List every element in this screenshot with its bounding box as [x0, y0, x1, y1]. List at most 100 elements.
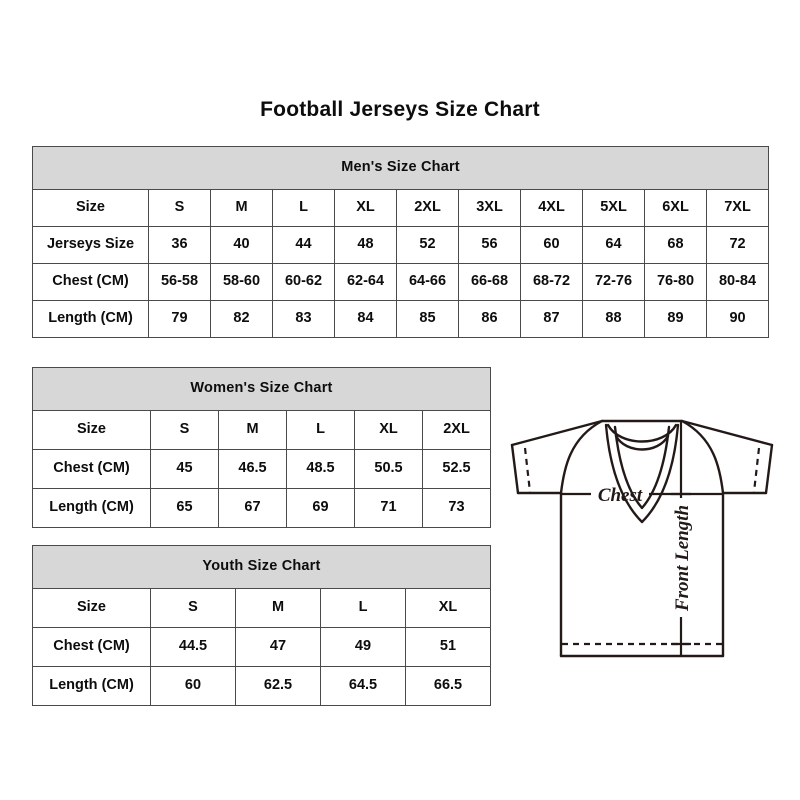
column-header-l: L	[272, 189, 335, 227]
womens-size-chart-table: Women's Size Chart Size S M L XL 2XL Che…	[32, 367, 491, 528]
cell: 86	[458, 300, 521, 338]
column-header-s: S	[150, 588, 236, 628]
column-header-xl: XL	[354, 410, 423, 450]
cell: 56-58	[148, 263, 211, 301]
table-row: Chest (CM) 44.5 47 49 51	[32, 627, 491, 667]
column-header-xl: XL	[334, 189, 397, 227]
womens-table-caption: Women's Size Chart	[32, 367, 491, 411]
table-header-row: Size S M L XL 2XL 3XL 4XL 5XL 6XL 7XL	[32, 189, 770, 227]
cell: 44.5	[150, 627, 236, 667]
column-header-7xl: 7XL	[705, 189, 770, 227]
neckline-ribbing-arc-inner	[614, 434, 670, 451]
v-neck-inner-collar	[613, 425, 671, 510]
cell: 62-64	[334, 263, 397, 301]
jersey-outline-svg: Chest Front Length	[510, 419, 774, 658]
right-sleeve-outer-edge	[764, 443, 774, 495]
cell: 84	[334, 300, 397, 338]
row-label-length-cm: Length (CM)	[32, 488, 151, 528]
cell: 47	[235, 627, 321, 667]
cell: 49	[320, 627, 406, 667]
cell: 58-60	[210, 263, 273, 301]
cell: 65	[150, 488, 219, 528]
column-header-4xl: 4XL	[520, 189, 583, 227]
chest-label: Chest	[598, 485, 643, 506]
jersey-measurement-diagram: Chest Front Length	[498, 398, 786, 688]
row-label-jerseys-size: Jerseys Size	[32, 226, 149, 264]
cell: 50.5	[354, 449, 423, 489]
column-header-xl: XL	[405, 588, 491, 628]
cell: 64	[582, 226, 645, 264]
cell: 90	[705, 300, 770, 338]
left-armhole-curve	[559, 419, 604, 495]
cell: 60	[150, 666, 236, 706]
cell: 73	[422, 488, 491, 528]
row-label-chest-cm: Chest (CM)	[32, 627, 151, 667]
table-caption-row: Men's Size Chart	[31, 146, 770, 190]
cell: 72-76	[582, 263, 645, 301]
column-header-l: L	[320, 588, 406, 628]
cell: 48	[334, 226, 397, 264]
cell: 89	[644, 300, 707, 338]
left-sleeve-outer-edge	[510, 443, 520, 495]
row-label-chest-cm: Chest (CM)	[32, 449, 151, 489]
cell: 40	[210, 226, 273, 264]
cell: 48.5	[286, 449, 355, 489]
table-header-row: Size S M L XL	[32, 588, 491, 628]
table-row: Length (CM) 79 82 83 84 85 86 87 88 89 9…	[32, 300, 770, 338]
table-row: Chest (CM) 56-58 58-60 60-62 62-64 64-66…	[32, 263, 770, 301]
column-header-3xl: 3XL	[458, 189, 521, 227]
table-row: Length (CM) 65 67 69 71 73	[32, 488, 491, 528]
cell: 52	[396, 226, 459, 264]
table-header-row: Size S M L XL 2XL	[32, 410, 491, 450]
stitch-dashed-lines	[523, 447, 761, 646]
column-header-m: M	[235, 588, 321, 628]
right-armhole-curve	[680, 419, 725, 495]
cell: 85	[396, 300, 459, 338]
left-sleeve-stitch-dashed	[523, 447, 532, 493]
column-header-2xl: 2XL	[396, 189, 459, 227]
cell: 60	[520, 226, 583, 264]
left-shoulder-line	[510, 419, 604, 447]
table-row: Length (CM) 60 62.5 64.5 66.5	[32, 666, 491, 706]
cell: 79	[148, 300, 211, 338]
cell: 66.5	[405, 666, 491, 706]
cell: 51	[405, 627, 491, 667]
table-row: Jerseys Size 36 40 44 48 52 56 60 64 68 …	[32, 226, 770, 264]
column-header-s: S	[150, 410, 219, 450]
cell: 66-68	[458, 263, 521, 301]
column-header-size: Size	[32, 189, 149, 227]
cell: 80-84	[705, 263, 770, 301]
neckline-ribbing-arc-outer	[606, 423, 678, 443]
cell: 68	[644, 226, 707, 264]
jersey-body-outline	[510, 419, 774, 658]
column-header-6xl: 6XL	[644, 189, 707, 227]
cell: 82	[210, 300, 273, 338]
column-header-size: Size	[32, 410, 151, 450]
row-label-length-cm: Length (CM)	[32, 666, 151, 706]
table-caption-row: Youth Size Chart	[32, 545, 491, 589]
cell: 45	[150, 449, 219, 489]
column-header-size: Size	[32, 588, 151, 628]
table-caption-row: Women's Size Chart	[32, 367, 491, 411]
column-header-s: S	[148, 189, 211, 227]
cell: 46.5	[218, 449, 287, 489]
cell: 69	[286, 488, 355, 528]
cell: 76-80	[644, 263, 707, 301]
cell: 88	[582, 300, 645, 338]
cell: 52.5	[422, 449, 491, 489]
mens-table-caption: Men's Size Chart	[31, 146, 770, 190]
right-sleeve-stitch-dashed	[752, 447, 761, 493]
cell: 36	[148, 226, 211, 264]
row-label-chest-cm: Chest (CM)	[32, 263, 149, 301]
mens-size-chart-table: Men's Size Chart Size S M L XL 2XL 3XL 4…	[31, 146, 770, 338]
column-header-m: M	[210, 189, 273, 227]
column-header-l: L	[286, 410, 355, 450]
youth-size-chart-table: Youth Size Chart Size S M L XL Chest (CM…	[32, 545, 491, 706]
cell: 64.5	[320, 666, 406, 706]
cell: 83	[272, 300, 335, 338]
table-row: Chest (CM) 45 46.5 48.5 50.5 52.5	[32, 449, 491, 489]
cell: 72	[705, 226, 770, 264]
youth-table-caption: Youth Size Chart	[32, 545, 491, 589]
cell: 44	[272, 226, 335, 264]
front-length-label: Front Length	[672, 505, 693, 612]
